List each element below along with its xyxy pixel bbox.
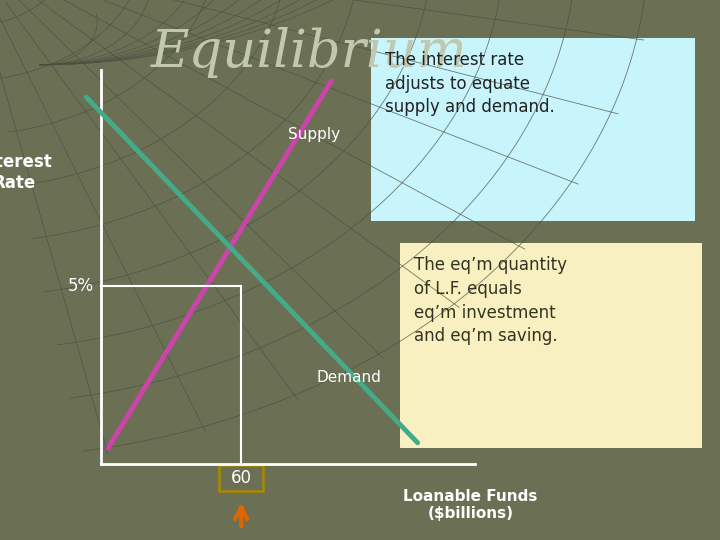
Text: Equilibrium: Equilibrium: [151, 27, 468, 78]
Text: Demand: Demand: [317, 370, 382, 386]
FancyBboxPatch shape: [220, 465, 264, 491]
FancyBboxPatch shape: [371, 38, 695, 221]
Text: Loanable Funds
($billions): Loanable Funds ($billions): [403, 489, 538, 521]
Text: The eq’m quantity
of L.F. equals
eq’m investment
and eq’m saving.: The eq’m quantity of L.F. equals eq’m in…: [414, 256, 567, 345]
Text: 5%: 5%: [68, 277, 94, 295]
FancyBboxPatch shape: [400, 243, 702, 448]
Text: Interest
Rate: Interest Rate: [0, 153, 52, 192]
Text: The interest rate
adjusts to equate
supply and demand.: The interest rate adjusts to equate supp…: [385, 51, 555, 117]
Text: 60: 60: [230, 469, 252, 488]
Text: Supply: Supply: [288, 127, 340, 143]
